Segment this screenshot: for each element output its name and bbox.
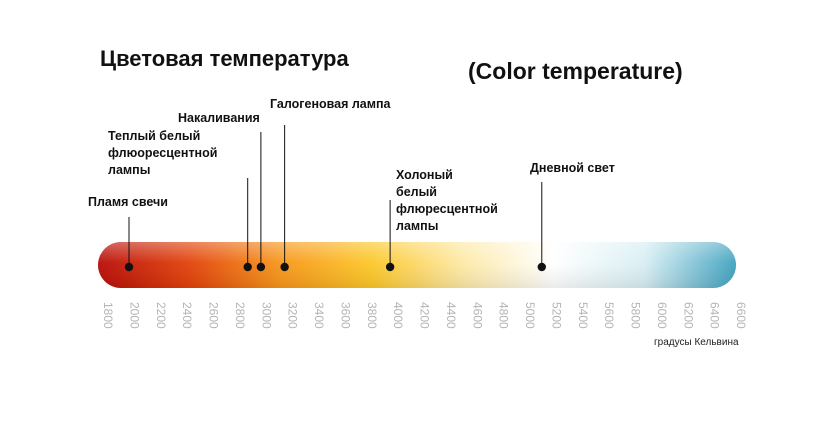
marker-dot-daylight — [537, 262, 546, 272]
tick-label: 1800 — [101, 302, 115, 329]
marker-label-halogen: Галогеновая лампа — [270, 97, 391, 111]
tick-labels: 1800 2000 2200 2400 2600 2800 3000 3200 3400 3600… — [101, 302, 748, 329]
tick-label: 3400 — [312, 302, 326, 329]
marker-dot-candle — [124, 262, 134, 272]
tick-label: 6600 — [734, 302, 748, 329]
tick-label: 3000 — [259, 302, 273, 329]
marker-label-incandescent: Накаливания — [178, 111, 260, 125]
tick-label: 6200 — [681, 302, 695, 329]
marker-dot-halogen — [280, 262, 289, 272]
marker-label-warm-white-fluorescent: Теплый белый флюоресцентной лампы — [108, 129, 218, 177]
tick-label: 2800 — [233, 302, 247, 329]
tick-label: 3200 — [286, 302, 300, 329]
marker-label-candle: Пламя свечи — [88, 195, 168, 209]
tick-label: 5400 — [576, 302, 590, 329]
markers — [124, 125, 546, 272]
marker-dot-cool-white-fluorescent — [385, 262, 395, 272]
tick-label: 4800 — [497, 302, 511, 329]
tick-label: 3800 — [365, 302, 379, 329]
tick-label: 2400 — [180, 302, 194, 329]
tick-label: 3600 — [338, 302, 352, 329]
marker-dot-warm-white-fluorescent — [243, 262, 252, 272]
tick-label: 4400 — [444, 302, 458, 329]
unit-label: градусы Кельвина — [654, 337, 739, 348]
tick-label: 6000 — [655, 302, 669, 329]
title-english: (Color temperature) — [468, 58, 683, 84]
tick-label: 2200 — [154, 302, 168, 329]
tick-label: 2600 — [207, 302, 221, 329]
tick-label: 4000 — [391, 302, 405, 329]
tick-label: 5800 — [629, 302, 643, 329]
tick-label: 4200 — [418, 302, 432, 329]
marker-dot-incandescent — [256, 262, 266, 272]
tick-label: 5000 — [523, 302, 537, 329]
tick-label: 5200 — [549, 302, 563, 329]
gradient-bar-shine — [98, 242, 736, 288]
marker-label-cool-white-fluorescent: Холоный белый флюресцентной лампы — [396, 168, 498, 233]
title-russian: Цветовая температура — [100, 46, 349, 71]
tick-label: 4600 — [470, 302, 484, 329]
tick-label: 2000 — [127, 302, 141, 329]
tick-label: 6400 — [708, 302, 722, 329]
tick-label: 5600 — [602, 302, 616, 329]
marker-label-daylight: Дневной свет — [530, 161, 615, 175]
